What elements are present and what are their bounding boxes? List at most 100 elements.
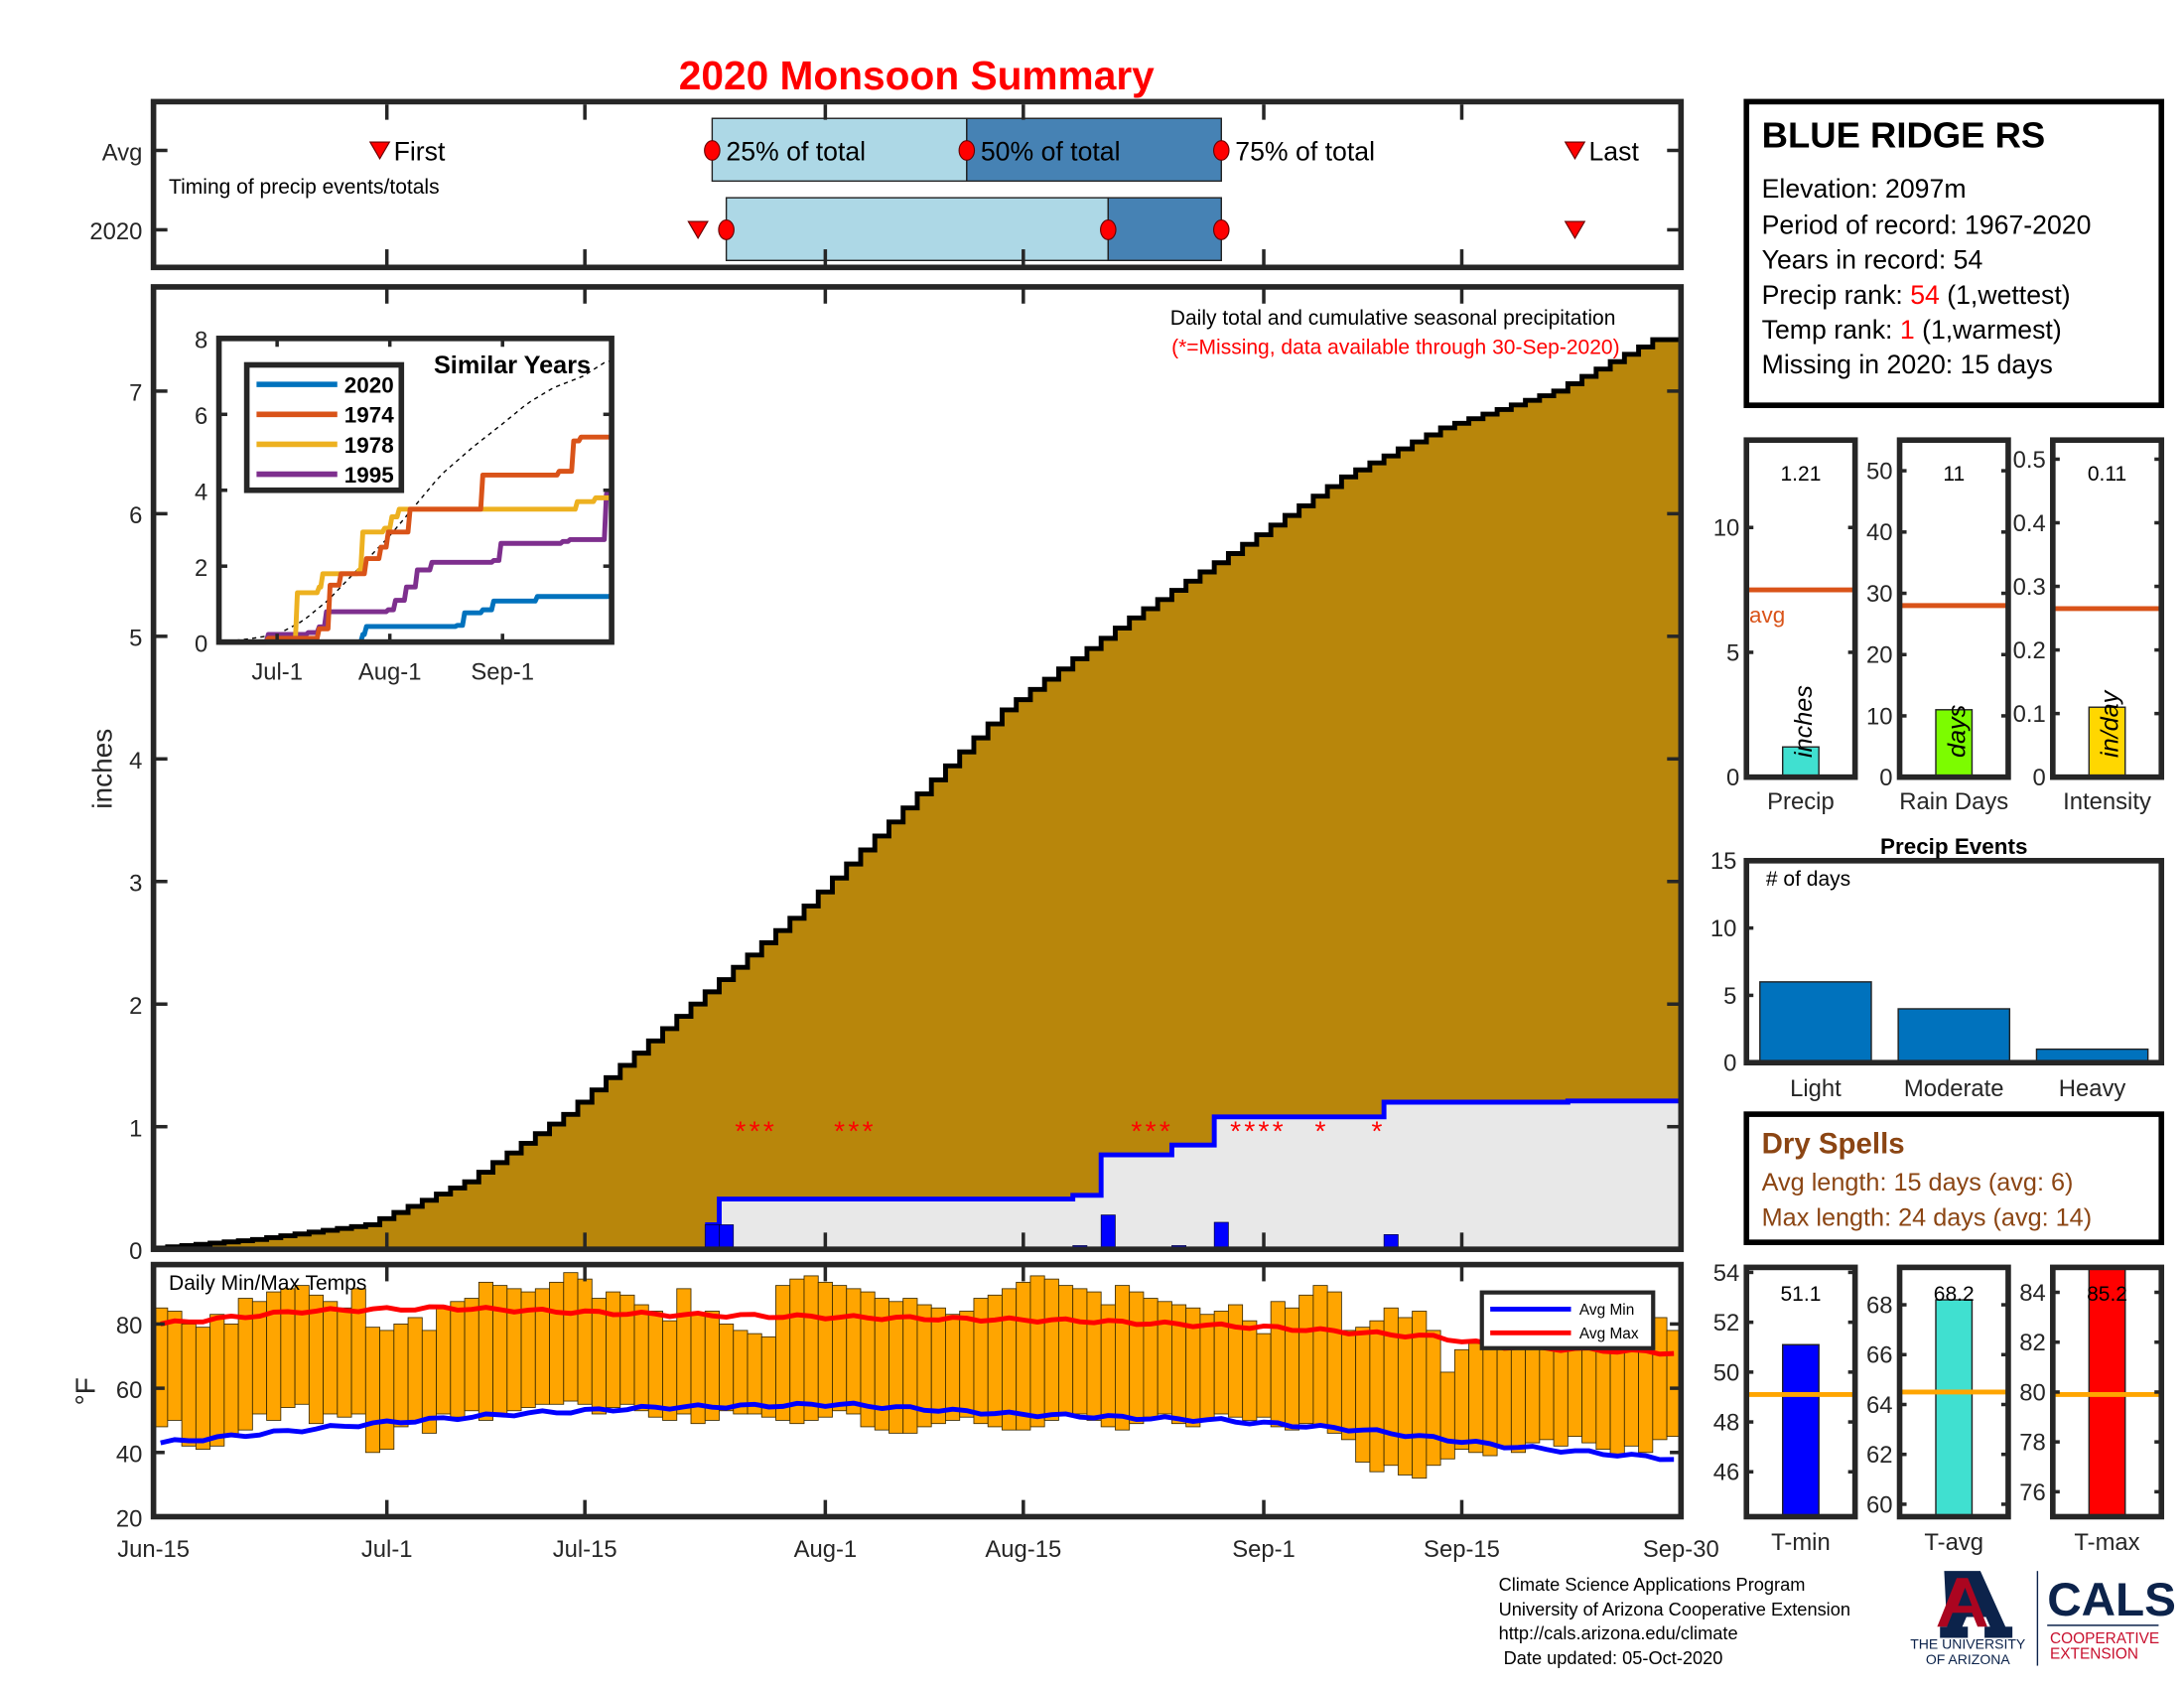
panel-label: T-avg bbox=[1924, 1529, 1983, 1556]
events-y-tick-label: 0 bbox=[1723, 1051, 1736, 1077]
legend-label: 1974 bbox=[344, 403, 394, 428]
precip-rank-value: 54 bbox=[1910, 280, 1940, 310]
missing-day-marker: * bbox=[735, 1116, 746, 1147]
event-category-label: Heavy bbox=[2059, 1075, 2126, 1102]
temp-range-bar bbox=[436, 1307, 452, 1415]
legend-label: 1978 bbox=[344, 433, 394, 458]
temp-range-bar bbox=[1453, 1348, 1470, 1450]
missing-day-marker: * bbox=[1244, 1116, 1255, 1147]
value-label: 0.11 bbox=[2088, 463, 2126, 486]
daily-precip-bar bbox=[704, 1224, 720, 1250]
bar-precip bbox=[1782, 746, 1820, 778]
timing-row-label-2020: 2020 bbox=[89, 218, 142, 245]
avg-p50-marker bbox=[958, 140, 976, 161]
event-category-label: Moderate bbox=[1904, 1075, 2004, 1102]
y2020-p75-marker bbox=[1213, 219, 1230, 240]
temp-range-bar bbox=[1086, 1291, 1102, 1421]
mini-y-tick-label: 54 bbox=[1713, 1260, 1740, 1287]
missing-day-marker: * bbox=[750, 1116, 760, 1147]
mini-y-tick-label: 52 bbox=[1713, 1310, 1740, 1336]
temp-range-bar bbox=[308, 1294, 325, 1425]
dry-spells-avg-length: Avg length: 15 days (avg: 6) bbox=[1762, 1169, 2074, 1196]
y2020-50-75-bar bbox=[1107, 197, 1222, 261]
temp-range-bar bbox=[1270, 1301, 1286, 1428]
logo-cals-sub2: EXTENSION bbox=[2050, 1646, 2138, 1663]
timing-caption: Timing of precip events/totals bbox=[169, 176, 440, 199]
label-first: First bbox=[394, 136, 446, 166]
figure-title: 2020 Monsoon Summary bbox=[679, 53, 1155, 98]
temp-range-bar bbox=[1340, 1330, 1357, 1441]
temp-range-bar bbox=[478, 1281, 493, 1421]
missing-day-marker: * bbox=[763, 1116, 774, 1147]
temps-y-label: °F bbox=[70, 1377, 101, 1405]
footer-line: University of Arizona Cooperative Extens… bbox=[1499, 1599, 1850, 1619]
y-tick-label: 1 bbox=[129, 1116, 142, 1143]
temp-range-bar bbox=[1143, 1298, 1159, 1418]
mini-y-tick-label: 50 bbox=[1866, 459, 1893, 486]
mini-y-tick-label: 80 bbox=[2019, 1379, 2046, 1406]
dry-spells-max-length: Max length: 24 days (avg: 14) bbox=[1762, 1203, 2092, 1231]
mini-axes-frame bbox=[1896, 1264, 2011, 1520]
precip-events-y-label: # of days bbox=[1766, 868, 1850, 891]
temp-range-bar bbox=[775, 1285, 791, 1421]
events-y-tick-label: 5 bbox=[1723, 983, 1736, 1010]
inset-average-dashed-line bbox=[218, 359, 613, 643]
label-last: Last bbox=[1588, 136, 1639, 166]
mini-y-tick-label: 0.1 bbox=[2013, 701, 2046, 728]
logo-cals: CALS bbox=[2047, 1574, 2176, 1626]
station-period: Period of record: 1967-2020 bbox=[1762, 211, 2092, 240]
temp-range-bar bbox=[1581, 1336, 1597, 1444]
mini-y-tick-label: 10 bbox=[1713, 515, 1740, 542]
temp-range-bar bbox=[534, 1288, 550, 1405]
temp-range-bar bbox=[647, 1311, 663, 1418]
mini-axes-frame bbox=[2050, 1264, 2165, 1520]
x-tick-label: Aug-15 bbox=[985, 1536, 1061, 1563]
legend-label: 1995 bbox=[344, 463, 394, 488]
avg-max-line bbox=[160, 1304, 1675, 1357]
series-line-2020 bbox=[218, 593, 611, 645]
temp-range-bar bbox=[181, 1324, 197, 1447]
y-tick-label: 4 bbox=[129, 748, 142, 774]
precip-axes-frame bbox=[150, 284, 1685, 1252]
avg-first-triangle bbox=[368, 141, 391, 161]
temp-range-bar bbox=[973, 1298, 989, 1425]
temp-range-bar bbox=[846, 1288, 862, 1415]
bar-t-min bbox=[1782, 1343, 1820, 1518]
temp-range-bar bbox=[280, 1288, 296, 1408]
footer-link[interactable]: http://cals.arizona.edu/climate bbox=[1499, 1622, 1738, 1643]
temp-range-bar bbox=[1002, 1288, 1018, 1431]
mini-y-tick-label: 60 bbox=[1866, 1491, 1893, 1518]
mini-y-tick-label: 46 bbox=[1713, 1460, 1740, 1486]
legend-label: 2020 bbox=[344, 373, 394, 398]
temp-range-bar bbox=[563, 1272, 579, 1402]
temps-axes-frame bbox=[150, 1261, 1685, 1520]
event-bar-moderate bbox=[1897, 1008, 2011, 1063]
x-tick-label: Sep-15 bbox=[1424, 1536, 1500, 1563]
series-line-1978 bbox=[218, 494, 611, 645]
unit-label: days bbox=[1943, 704, 1971, 758]
temp-rank-label: Temp rank: bbox=[1762, 315, 1900, 345]
mini-y-tick-label: 0.3 bbox=[2013, 574, 2046, 601]
daily-precip-bar bbox=[1213, 1221, 1229, 1250]
logo-cals-sub1: COOPERATIVE bbox=[2050, 1630, 2159, 1647]
dry-spells-box: Dry Spells Avg length: 15 days (avg: 6) … bbox=[1743, 1111, 2165, 1245]
value-label: 1.21 bbox=[1780, 463, 1821, 486]
cals-logo: CALS COOPERATIVE EXTENSION bbox=[2047, 1574, 2176, 1662]
avg-cumulative-step-line bbox=[153, 337, 1682, 1251]
temp-range-bar bbox=[549, 1281, 565, 1405]
temp-range-bar bbox=[393, 1324, 409, 1428]
temp-range-bar bbox=[676, 1288, 692, 1415]
avg-p25-marker bbox=[704, 140, 721, 161]
temp-range-bar bbox=[832, 1285, 848, 1412]
panel-label: Rain Days bbox=[1899, 788, 2008, 815]
mini-y-tick-label: 66 bbox=[1866, 1342, 1893, 1369]
timing-panel: Avg 2020 Timing of precip events/totals Fir… bbox=[89, 98, 1685, 271]
avg-50-75-bar bbox=[966, 117, 1222, 183]
events-y-tick-label: 15 bbox=[1710, 848, 1737, 875]
missing-day-marker: * bbox=[1146, 1116, 1157, 1147]
temp-range-bar bbox=[1298, 1294, 1314, 1425]
unit-label: inches bbox=[1790, 685, 1818, 758]
panel-label: T-max bbox=[2074, 1529, 2139, 1556]
daily-precip-bar bbox=[1100, 1214, 1116, 1250]
avg-min-line bbox=[160, 1400, 1675, 1463]
